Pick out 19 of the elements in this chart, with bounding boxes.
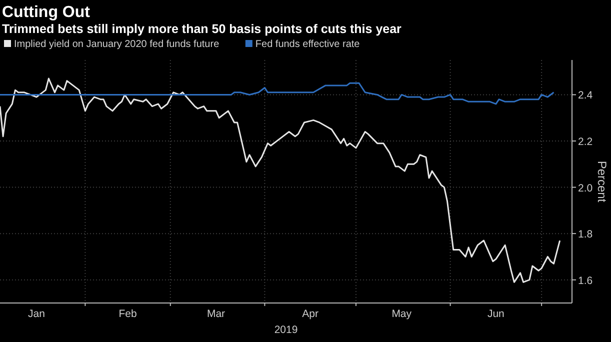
x-tick-label: Apr <box>302 308 320 320</box>
x-tick-label: Jun <box>487 308 505 320</box>
legend-label: Implied yield on January 2020 fed funds future <box>14 39 220 50</box>
line-series <box>0 78 561 283</box>
y-tick-label: 1.8 <box>578 228 593 241</box>
x-tick-label: Mar <box>206 308 226 320</box>
y-tick-label: 2.0 <box>578 182 593 194</box>
x-axis-title: 2019 <box>274 324 298 336</box>
y-tick-label: 1.6 <box>578 274 593 287</box>
y-axis-title: Percent <box>595 160 609 203</box>
y-tick-label: 2.2 <box>578 136 593 148</box>
legend-label: Fed funds effective rate <box>255 39 360 50</box>
y-tick-label: 2.4 <box>578 90 593 102</box>
line-series <box>0 82 554 105</box>
chart-title: Cutting Out <box>2 4 91 21</box>
chart-subtitle: Trimmed bets still imply more than 50 basis points of cuts this year <box>2 22 402 36</box>
x-tick-label: Feb <box>118 308 137 320</box>
x-tick-label: May <box>392 308 412 320</box>
x-tick-label: Jan <box>28 308 46 320</box>
